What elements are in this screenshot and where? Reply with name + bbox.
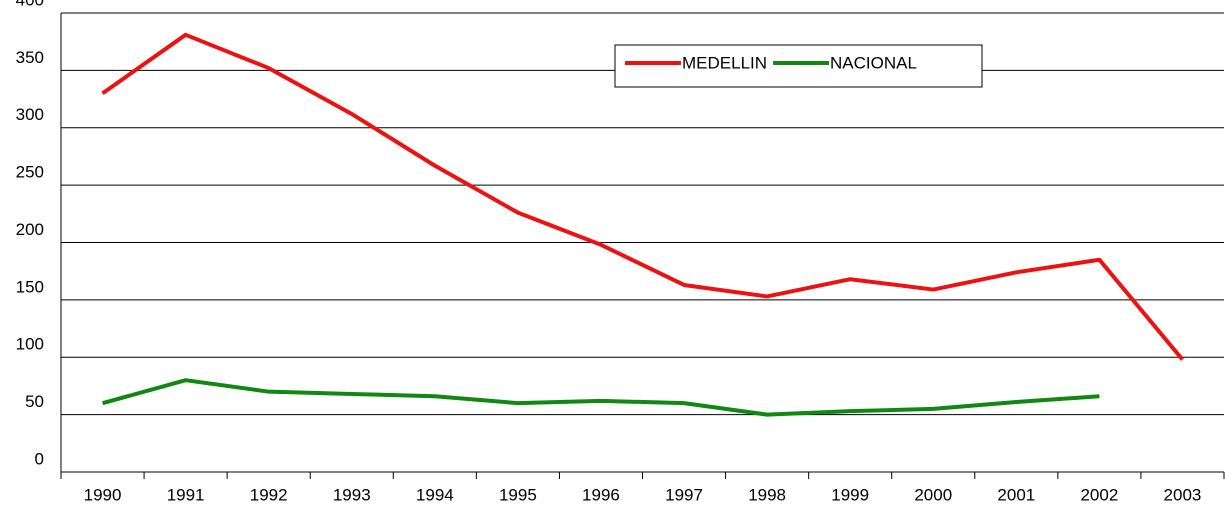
line-series <box>102 378 1100 417</box>
x-tick-label: 1997 <box>665 485 703 504</box>
x-tick-label: 1994 <box>416 485 454 504</box>
y-tick-label: 50 <box>25 392 44 411</box>
x-tick-label: 2001 <box>997 485 1035 504</box>
line-series <box>101 32 1184 361</box>
y-tick-label: 250 <box>16 163 44 182</box>
y-tick-label: 400 <box>16 0 44 9</box>
x-tick-label: 1992 <box>250 485 288 504</box>
legend-box <box>614 44 983 88</box>
x-tick-label: 2000 <box>914 485 952 504</box>
x-tick-label: 1996 <box>582 485 620 504</box>
legend-label: NACIONAL <box>830 53 917 72</box>
legend: MEDELLIN NACIONAL <box>614 44 983 88</box>
y-tick-label: 350 <box>16 48 44 67</box>
legend-label: MEDELLIN <box>682 53 767 72</box>
y-tick-label: 200 <box>16 220 44 239</box>
x-tick-label: 1990 <box>84 485 122 504</box>
y-tick-label: 150 <box>16 277 44 296</box>
x-tick-label: 1995 <box>499 485 537 504</box>
x-tick-label: 1998 <box>748 485 786 504</box>
y-tick-label: 0 <box>35 449 44 468</box>
x-tick-label: 1993 <box>333 485 371 504</box>
x-tick-label: 1991 <box>167 485 205 504</box>
x-tick-label: 2002 <box>1080 485 1118 504</box>
y-tick-label: 100 <box>16 335 44 354</box>
x-tick-label: 1999 <box>831 485 869 504</box>
y-tick-label: 300 <box>16 105 44 124</box>
x-tick-label: 2003 <box>1164 485 1202 504</box>
